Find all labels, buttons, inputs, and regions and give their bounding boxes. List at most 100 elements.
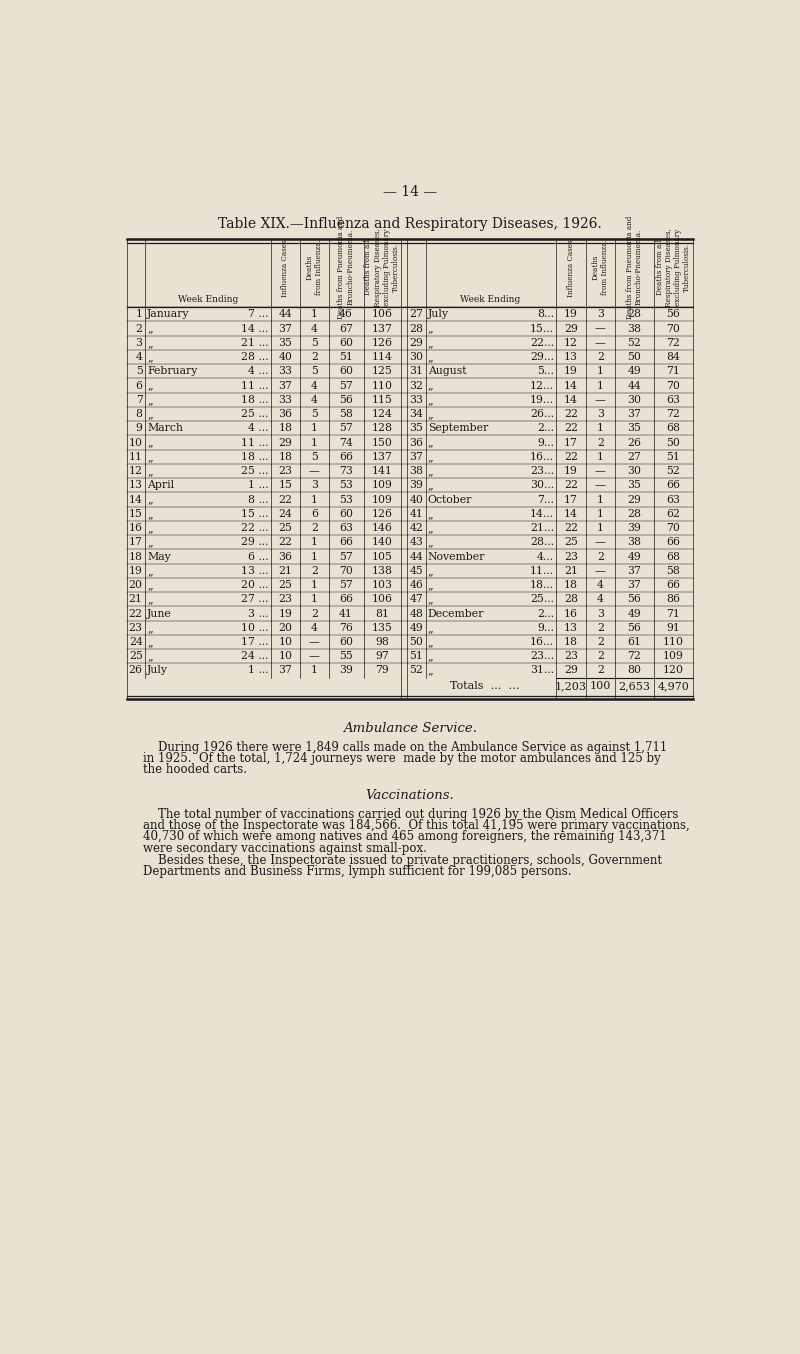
Text: 11: 11	[129, 452, 142, 462]
Text: 29: 29	[564, 665, 578, 676]
Text: „: „	[147, 636, 153, 647]
Text: 56: 56	[627, 594, 642, 604]
Text: September: September	[428, 424, 488, 433]
Text: 1: 1	[597, 380, 604, 390]
Text: 71: 71	[666, 608, 681, 619]
Text: 28: 28	[409, 324, 423, 333]
Text: 18: 18	[564, 580, 578, 590]
Text: 1: 1	[597, 367, 604, 376]
Text: October: October	[428, 494, 472, 505]
Text: „: „	[428, 395, 434, 405]
Text: 55: 55	[339, 651, 353, 661]
Text: 32: 32	[409, 380, 423, 390]
Text: 9: 9	[136, 424, 142, 433]
Text: 2: 2	[136, 324, 142, 333]
Text: 58: 58	[339, 409, 353, 420]
Text: 9...: 9...	[537, 623, 554, 632]
Text: 4...: 4...	[537, 551, 554, 562]
Text: 22: 22	[564, 523, 578, 533]
Text: Ambulance Service.: Ambulance Service.	[343, 722, 477, 735]
Text: 39: 39	[627, 523, 642, 533]
Text: 6: 6	[310, 509, 318, 519]
Text: in 1925.  Of the total, 1,724 journeys were  made by the motor ambulances and 12: in 1925. Of the total, 1,724 journeys we…	[142, 751, 660, 765]
Text: 30...: 30...	[530, 481, 554, 490]
Text: 2: 2	[597, 437, 604, 448]
Text: 26: 26	[129, 665, 142, 676]
Text: 140: 140	[372, 538, 393, 547]
Text: 115: 115	[372, 395, 393, 405]
Text: „: „	[428, 509, 434, 519]
Text: 137: 137	[372, 452, 393, 462]
Text: „: „	[428, 566, 434, 575]
Text: 10: 10	[129, 437, 142, 448]
Text: 76: 76	[339, 623, 353, 632]
Text: „: „	[147, 580, 153, 590]
Text: „: „	[428, 538, 434, 547]
Text: 27: 27	[627, 452, 642, 462]
Text: 40: 40	[410, 494, 423, 505]
Text: 29 ...: 29 ...	[242, 538, 269, 547]
Text: 23: 23	[278, 594, 292, 604]
Text: 56: 56	[666, 309, 681, 320]
Text: 45: 45	[410, 566, 423, 575]
Text: 19: 19	[278, 608, 292, 619]
Text: 28: 28	[564, 594, 578, 604]
Text: and those of the Inspectorate was 184,566.  Of this total 41,195 were primary va: and those of the Inspectorate was 184,56…	[142, 819, 690, 833]
Text: 20: 20	[278, 623, 292, 632]
Text: 57: 57	[339, 380, 353, 390]
Text: 1: 1	[310, 424, 318, 433]
Text: 8: 8	[136, 409, 142, 420]
Text: „: „	[428, 466, 434, 477]
Text: 20: 20	[129, 580, 142, 590]
Text: 10: 10	[278, 651, 292, 661]
Text: —: —	[595, 538, 606, 547]
Text: 70: 70	[666, 523, 681, 533]
Text: 39: 39	[410, 481, 423, 490]
Text: 1: 1	[310, 309, 318, 320]
Text: 141: 141	[372, 466, 393, 477]
Text: „: „	[147, 452, 153, 462]
Text: 110: 110	[371, 380, 393, 390]
Text: January: January	[147, 309, 190, 320]
Text: 4: 4	[311, 395, 318, 405]
Text: 33: 33	[409, 395, 423, 405]
Text: 41: 41	[339, 608, 353, 619]
Text: 2: 2	[310, 566, 318, 575]
Text: —: —	[309, 466, 320, 477]
Text: 71: 71	[666, 367, 681, 376]
Text: 2: 2	[597, 551, 604, 562]
Text: 28...: 28...	[530, 538, 554, 547]
Text: 60: 60	[339, 636, 353, 647]
Text: 37: 37	[278, 324, 292, 333]
Text: 33: 33	[278, 367, 292, 376]
Text: 23...: 23...	[530, 651, 554, 661]
Text: 1: 1	[597, 523, 604, 533]
Text: 1: 1	[597, 494, 604, 505]
Text: 11...: 11...	[530, 566, 554, 575]
Text: 22: 22	[564, 481, 578, 490]
Text: 2: 2	[597, 651, 604, 661]
Text: 72: 72	[666, 338, 681, 348]
Text: 22: 22	[564, 424, 578, 433]
Text: 35: 35	[410, 424, 423, 433]
Text: 66: 66	[666, 580, 681, 590]
Text: Table XIX.—Influenza and Respiratory Diseases, 1926.: Table XIX.—Influenza and Respiratory Dis…	[218, 217, 602, 232]
Text: the hooded carts.: the hooded carts.	[142, 764, 246, 776]
Text: 38: 38	[627, 538, 642, 547]
Text: During 1926 there were 1,849 calls made on the Ambulance Service as against 1,71: During 1926 there were 1,849 calls made …	[142, 741, 667, 754]
Text: „: „	[147, 523, 153, 533]
Text: 66: 66	[339, 452, 353, 462]
Text: 46: 46	[410, 580, 423, 590]
Text: 40: 40	[278, 352, 292, 362]
Text: „: „	[428, 352, 434, 362]
Text: „: „	[147, 494, 153, 505]
Text: 23...: 23...	[530, 466, 554, 477]
Text: 50: 50	[627, 352, 642, 362]
Text: 67: 67	[339, 324, 353, 333]
Text: „: „	[147, 324, 153, 333]
Text: 17: 17	[129, 538, 142, 547]
Text: 128: 128	[371, 424, 393, 433]
Text: „: „	[147, 466, 153, 477]
Text: 105: 105	[372, 551, 393, 562]
Text: 4 ...: 4 ...	[249, 424, 269, 433]
